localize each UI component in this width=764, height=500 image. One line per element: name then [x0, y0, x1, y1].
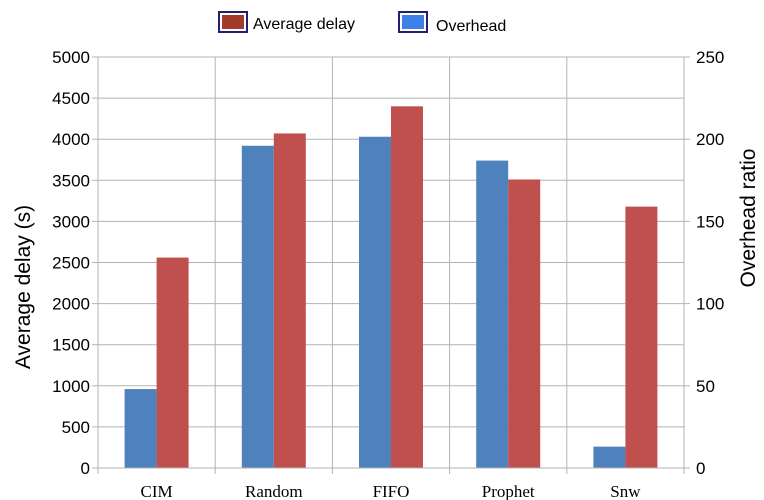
bar-overhead-cim — [125, 389, 157, 468]
left-tick-label: 5000 — [52, 48, 90, 67]
right-tick-label: 150 — [696, 212, 724, 231]
left-tick-label: 2500 — [52, 254, 90, 273]
left-tick-label: 4500 — [52, 89, 90, 108]
left-tick-label: 2000 — [52, 295, 90, 314]
bar-overhead-prophet — [476, 161, 508, 468]
bar-average-delay-snw — [625, 207, 657, 468]
category-label-prophet: Prophet — [482, 482, 535, 500]
category-label-fifo: FIFO — [373, 482, 410, 500]
right-tick-label: 250 — [696, 48, 724, 67]
left-tick-label: 3000 — [52, 212, 90, 231]
left-tick-label: 0 — [81, 459, 90, 478]
left-tick-label: 1000 — [52, 377, 90, 396]
right-tick-label: 50 — [696, 377, 715, 396]
left-tick-label: 500 — [62, 418, 90, 437]
right-axis-title: Overhead ratio — [737, 149, 760, 288]
left-axis-title: Average delay (s) — [12, 205, 35, 369]
category-label-cim: CIM — [141, 482, 173, 500]
right-tick-label: 100 — [696, 295, 724, 314]
right-tick-label: 0 — [696, 459, 705, 478]
left-tick-label: 1500 — [52, 336, 90, 355]
legend-swatch-average-delay — [222, 15, 244, 29]
bar-average-delay-random — [274, 133, 306, 468]
left-tick-label: 4000 — [52, 130, 90, 149]
legend-label-overhead: Overhead — [436, 18, 506, 35]
bar-average-delay-cim — [157, 258, 189, 468]
bar-average-delay-prophet — [508, 179, 540, 468]
right-tick-label: 200 — [696, 130, 724, 149]
bar-overhead-snw — [593, 447, 625, 468]
bar-average-delay-fifo — [391, 106, 423, 468]
category-label-random: Random — [245, 482, 303, 500]
bar-overhead-fifo — [359, 137, 391, 468]
left-tick-label: 3500 — [52, 171, 90, 190]
category-label-snw: Snw — [610, 482, 641, 500]
legend-label-average-delay: Average delay — [253, 16, 355, 33]
legend-swatch-overhead — [402, 15, 424, 29]
bar-overhead-random — [242, 146, 274, 468]
